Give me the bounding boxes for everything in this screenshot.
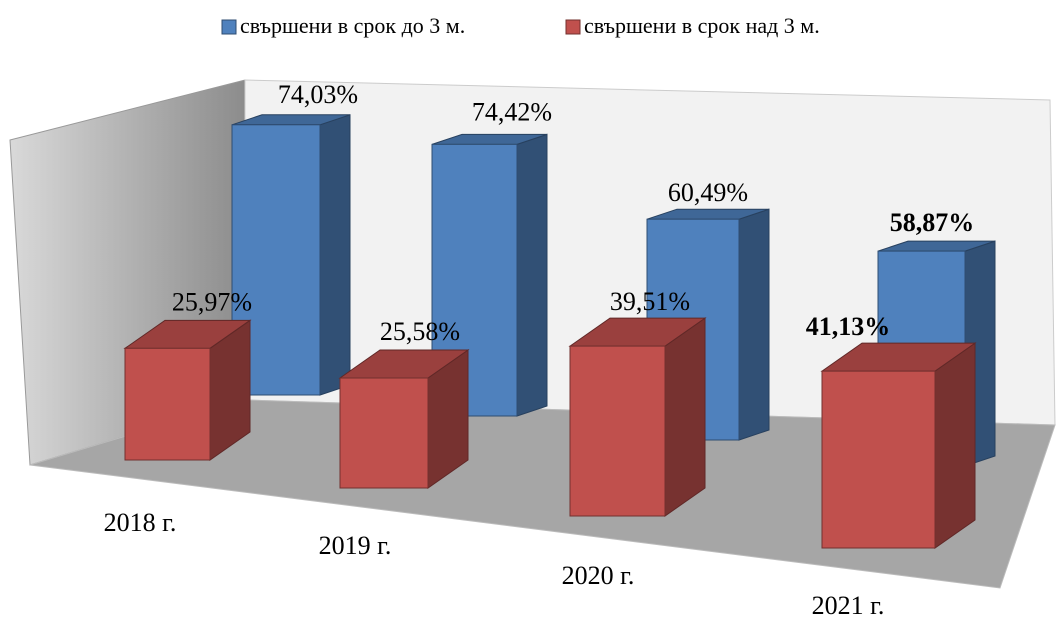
value-label: 74,42% <box>472 97 552 126</box>
x-tick-label: 2020 г. <box>562 561 635 590</box>
bar-side <box>934 342 976 549</box>
legend-text: свършени в срок над 3 м. <box>584 13 820 38</box>
bar <box>339 377 429 489</box>
x-tick-label: 2019 г. <box>319 531 392 560</box>
legend-text: свършени в срок до 3 м. <box>240 13 465 38</box>
x-tick-label: 2021 г. <box>812 591 885 620</box>
legend-swatch <box>565 19 581 35</box>
value-label: 41,13% <box>806 312 891 341</box>
bar-side <box>738 208 770 441</box>
bar <box>124 347 211 461</box>
bar-side <box>319 114 351 396</box>
bar-side <box>664 317 706 517</box>
bar <box>821 370 936 549</box>
bar-side <box>516 133 548 417</box>
bar <box>569 345 666 517</box>
value-label: 39,51% <box>610 287 690 316</box>
value-label: 25,58% <box>380 317 460 346</box>
legend-swatch <box>221 19 237 35</box>
value-label: 74,03% <box>278 80 358 109</box>
value-label: 60,49% <box>668 178 748 207</box>
x-tick-label: 2018 г. <box>104 508 177 537</box>
value-label: 58,87% <box>890 208 975 237</box>
value-label: 25,97% <box>172 287 252 316</box>
